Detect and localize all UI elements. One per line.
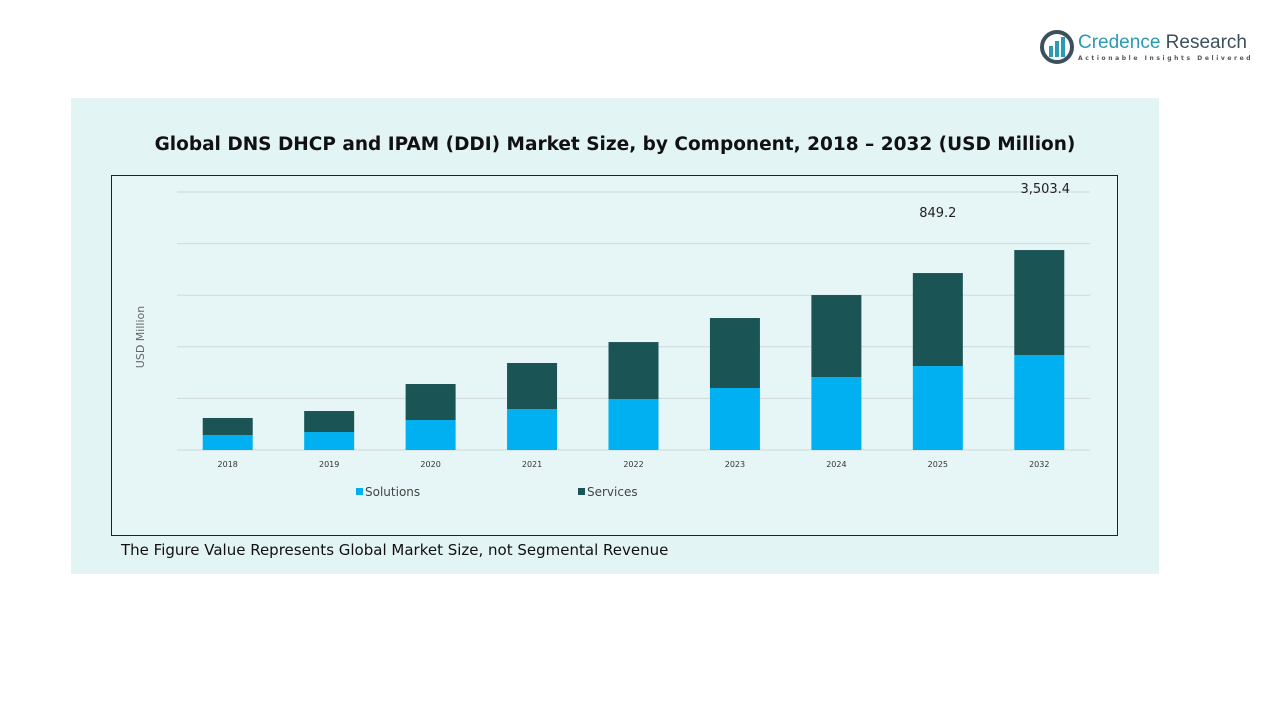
logo-mark-icon	[1040, 30, 1074, 64]
x-tick-label: 2024	[826, 460, 846, 469]
x-tick-label: 2021	[522, 460, 542, 469]
y-axis-label: USD Million	[134, 306, 147, 368]
bar-solutions-2025	[912, 366, 963, 450]
footnote: The Figure Value Represents Global Marke…	[121, 541, 669, 559]
bar-services-2023	[709, 318, 760, 389]
bar-solutions-2024	[811, 376, 862, 450]
data-label: 3,503.4	[1020, 182, 1070, 197]
logo-text: Credence Research	[1078, 32, 1247, 53]
bar-solutions-2019	[304, 432, 355, 450]
credence-research-logo: Credence Research Actionable Insights De…	[1040, 30, 1255, 70]
x-tick-label: 2018	[218, 460, 238, 469]
x-tick-label: 2022	[623, 460, 643, 469]
legend-swatch-services	[578, 488, 585, 495]
bar-services-2022	[608, 342, 659, 400]
bar-solutions-2022	[608, 399, 659, 450]
bar-solutions-2018	[202, 434, 253, 450]
bar-services-2024	[811, 295, 862, 377]
bar-services-2025	[912, 273, 963, 367]
legend-label-solutions: Solutions	[365, 485, 420, 499]
bar-solutions-2032	[1014, 355, 1065, 450]
bar-solutions-2021	[507, 409, 558, 450]
bar-solutions-2023	[709, 388, 760, 450]
bar-services-2032	[1014, 250, 1065, 356]
x-tick-label: 2019	[319, 460, 339, 469]
bar-services-2020	[405, 384, 456, 421]
x-tick-label: 2023	[725, 460, 745, 469]
x-tick-label: 2032	[1029, 460, 1049, 469]
data-label: 849.2	[919, 206, 956, 221]
bar-services-2019	[304, 411, 355, 433]
legend-label-services: Services	[587, 485, 638, 499]
bar-services-2021	[507, 363, 558, 410]
bar-services-2018	[202, 417, 253, 435]
chart-title: Global DNS DHCP and IPAM (DDI) Market Si…	[154, 134, 1076, 155]
x-tick-label: 2020	[420, 460, 440, 469]
x-tick-label: 2025	[928, 460, 948, 469]
legend-swatch-solutions	[356, 488, 363, 495]
bar-solutions-2020	[405, 420, 456, 450]
logo-tagline: Actionable Insights Delivered	[1078, 55, 1254, 62]
